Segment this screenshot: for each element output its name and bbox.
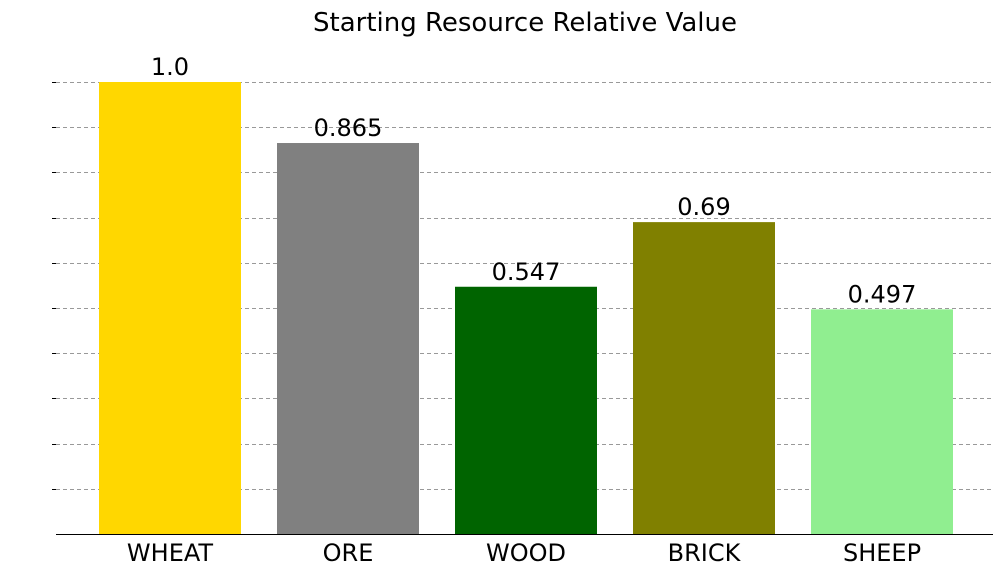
value-labels: 1.0 0.865 0.547 0.69 0.497 <box>151 53 916 308</box>
bar-wheat <box>99 82 241 534</box>
bars <box>99 82 953 534</box>
value-label-wood: 0.547 <box>492 258 561 286</box>
chart-title: Starting Resource Relative Value <box>313 8 737 38</box>
bar-wood <box>455 286 597 534</box>
bar-brick <box>633 222 775 534</box>
value-label-ore: 0.865 <box>314 114 383 142</box>
x-tick-label-brick: BRICK <box>668 539 742 567</box>
value-label-wheat: 1.0 <box>151 53 189 81</box>
x-tick-label-sheep: SHEEP <box>843 539 921 567</box>
bar-ore <box>277 143 419 534</box>
value-label-sheep: 0.497 <box>848 280 917 308</box>
bar-sheep <box>811 309 953 534</box>
x-tick-label-ore: ORE <box>323 539 374 567</box>
x-tick-label-wood: WOOD <box>486 539 566 567</box>
value-label-brick: 0.69 <box>677 193 730 221</box>
axes: WHEAT ORE WOOD BRICK SHEEP <box>52 82 993 567</box>
x-tick-label-wheat: WHEAT <box>127 539 213 567</box>
